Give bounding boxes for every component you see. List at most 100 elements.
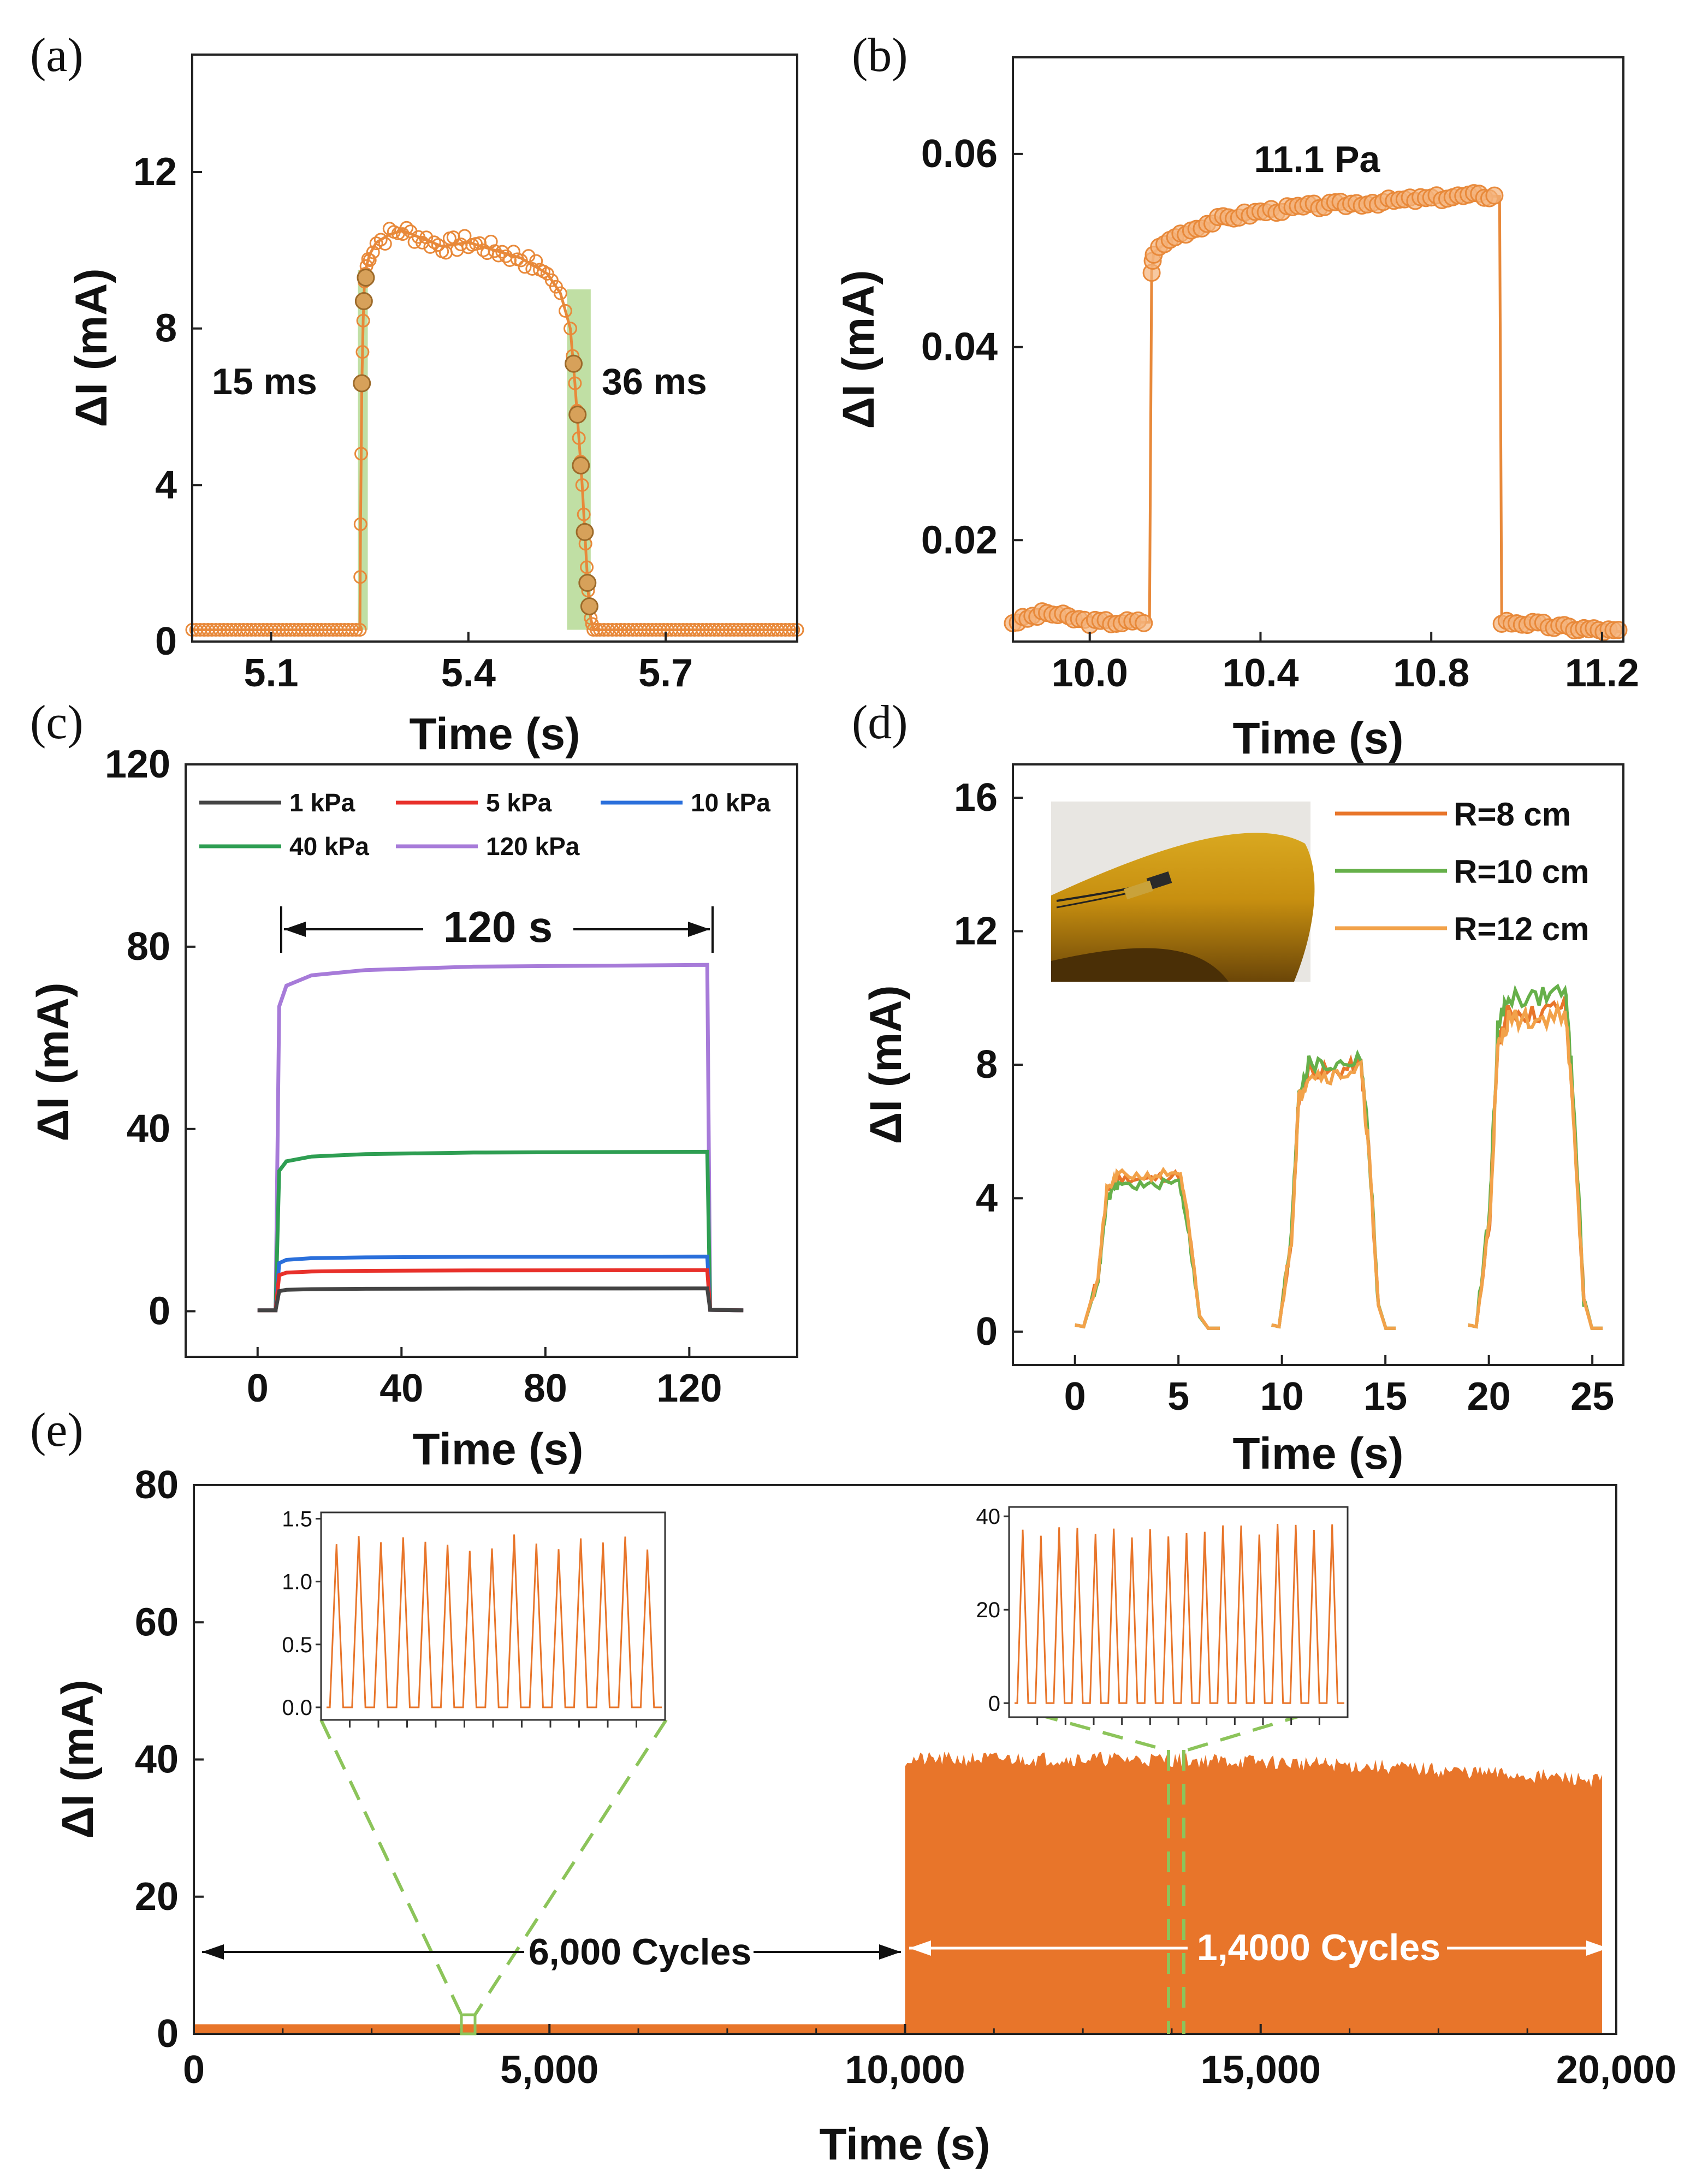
x-ticks-c: 0 40 80 120 [247,1347,722,1410]
x-ticks-b: 10.0 10.4 10.8 11.2 [1052,632,1639,695]
x-tick-label: 20,000 [1556,2048,1676,2092]
zoom-box-1 [460,2013,477,2035]
y-ticks-b: 0.02 0.04 0.06 [921,132,1023,562]
transition-point [357,269,375,287]
cycles-label-1: 6,000 Cycles [529,1931,751,1973]
legend-label: 40 kPa [289,832,369,860]
y-tick-label: 4 [976,1176,998,1220]
y-ticks-a: 0 4 8 12 [133,150,202,663]
data-point [363,253,377,268]
x-axis-label-c: Time (s) [413,1425,584,1474]
inset-trace [1015,1523,1344,1704]
duration-arrow [280,906,714,953]
data-point [506,245,520,259]
data-point [353,623,367,637]
y-tick-label: 0 [976,1310,998,1354]
series-line-a [192,229,797,631]
x-tick-label: 40 [379,1367,423,1410]
series-line [257,963,744,1313]
x-axis-label-e: Time (s) [820,2120,991,2169]
plot-b [1004,184,1628,641]
y-tick-label: 0 [149,1290,170,1333]
data-point [400,221,414,235]
y-tick-label: 40 [127,1107,170,1151]
transition-point [568,405,587,424]
panel-c: (c) 0 40 80 120 0 40 80 120 1 kPa 5 kPa 10 kPa 40… [28,696,798,1474]
x-ticks-a: 5.1 5.4 5.7 [244,632,693,695]
y-tick-label: 12 [954,910,998,953]
transition-point [576,523,594,541]
y-axis-label-a: ΔI (mA) [67,268,116,427]
x-tick-label: 15,000 [1201,2048,1321,2092]
cycles-label-2: 1,4000 Cycles [1197,1927,1440,1968]
y-tick-label: 80 [127,925,170,969]
legend-label: R=12 cm [1454,911,1590,947]
y-tick-label: 20 [135,1875,179,1919]
y-tick-label: 4 [155,463,177,507]
x-tick-label: 0 [247,1367,269,1410]
data-point [1485,186,1504,205]
y-axis-label-e: ΔI (mA) [53,1679,103,1838]
series-line [1271,1059,1396,1330]
data-point [354,447,369,461]
x-tick-label: 25 [1570,1375,1614,1419]
data-point [373,233,388,247]
x-tick-label: 10 [1260,1375,1304,1419]
legend-c: 1 kPa 5 kPa 10 kPa 40 kPa 120 kPa [199,788,770,860]
legend-d: R=8 cm R=10 cm R=12 cm [1335,796,1590,947]
y-axis-label-c: ΔI (mA) [28,982,78,1141]
legend-label: 120 kPa [486,832,580,860]
zoom-guides [319,1713,1306,2034]
inset-y-label: 0.5 [282,1633,312,1657]
data-point [345,623,359,637]
transition-point [354,292,373,310]
y-tick-label: 8 [976,1043,998,1087]
frame-c [185,763,798,1358]
panel-a: (a) 0 4 8 12 5.1 5.4 5.7 15 ms 36 ms Time (s)… [30,29,804,759]
x-tick-label: 20 [1467,1375,1511,1419]
data-point [423,240,437,254]
rise-time-label: 15 ms [212,361,317,402]
data-point [427,235,441,250]
y-tick-label: 40 [135,1738,179,1782]
data-point [580,560,594,574]
plot-c [257,963,744,1313]
data-point [349,623,363,637]
data-point [355,345,370,359]
data-point [586,623,601,637]
panel-label-b: (b) [852,29,908,82]
legend-label: R=8 cm [1454,796,1571,833]
duration-label: 120 s [443,903,553,951]
data-point [575,478,589,492]
x-tick-label: 10.4 [1222,651,1298,695]
y-tick-label: 16 [954,776,998,820]
x-tick-label: 120 [656,1367,722,1410]
series-line [1468,1000,1603,1330]
transition-point [572,456,590,474]
y-tick-label: 12 [133,150,177,194]
y-tick-label: 0.02 [921,518,998,562]
x-tick-label: 5 [1167,1375,1189,1419]
series-line [1075,1166,1220,1330]
data-point [366,245,380,259]
y-tick-label: 120 [105,743,170,786]
inset-trace [327,1534,662,1708]
x-axis-label-b: Time (s) [1233,714,1404,763]
data-point [568,376,582,390]
inset-1: 0.0 0.5 1.0 1.5 [282,1508,666,1728]
inset-y-label: 1.5 [282,1508,312,1532]
y-ticks-c: 0 40 80 120 [105,743,195,1333]
response-time-highlights [358,270,591,630]
y-ticks-e: 0 20 40 60 80 [135,1463,204,2056]
data-point [564,322,577,336]
data-point [514,253,528,268]
data-point [488,244,502,258]
segment-area-2 [905,1752,1602,2034]
y-axis-label-b: ΔI (mA) [834,270,883,429]
series-line [257,1286,744,1313]
x-tick-label: 10,000 [845,2048,965,2092]
data-point [378,237,392,251]
panel-e: (e) 0 20 40 60 80 0 5,000 10,000 15,000 20,000 6… [30,1404,1676,2169]
frame-b [1012,56,1624,643]
x-ticks-d: 0 5 10 15 20 25 [1064,1355,1614,1419]
